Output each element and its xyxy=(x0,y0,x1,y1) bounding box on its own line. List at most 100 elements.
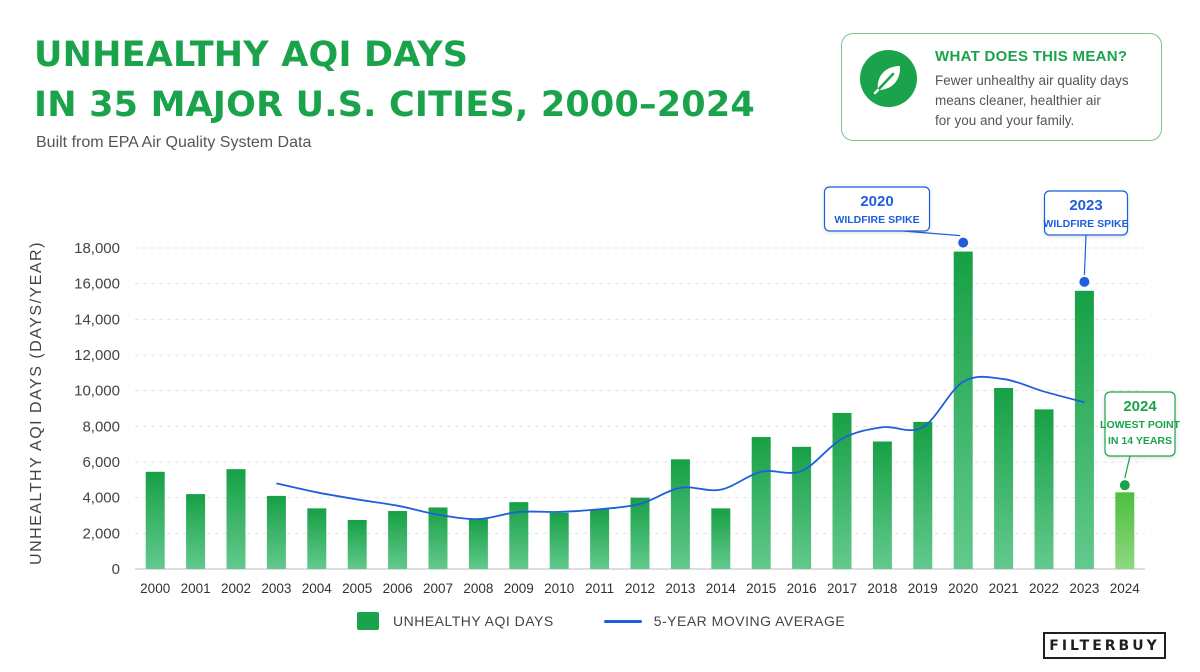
x-tick-label: 2017 xyxy=(827,581,857,596)
annotation-leader xyxy=(1083,234,1087,275)
bar xyxy=(307,508,327,569)
bar xyxy=(994,387,1014,569)
legend-line-swatch xyxy=(603,619,642,623)
info-body-line: for you and your family. xyxy=(935,113,1075,128)
x-tick-label: 2022 xyxy=(1029,581,1059,596)
x-tick-label: 2011 xyxy=(585,581,614,596)
x-tick-label: 2014 xyxy=(706,581,737,596)
bar xyxy=(549,512,569,569)
title-line-2: IN 35 MAJOR U.S. CITIES, 2000–2024 xyxy=(34,85,755,125)
bar xyxy=(872,441,892,569)
annotation-box xyxy=(1104,391,1176,457)
brand-logo: FILTERBUY xyxy=(1043,632,1166,659)
bar xyxy=(226,469,246,569)
bars xyxy=(145,251,1135,570)
bar xyxy=(751,437,771,569)
x-tick-label: 2020 xyxy=(948,581,978,596)
y-axis-ticks: 0 2,000 4,000 6,000 8,000 10,000 12,000 14,000 1… xyxy=(74,240,120,578)
y-tick-label: 18,000 xyxy=(74,240,120,257)
annotations: 2020 WILDFIRE SPIKE 2023 WILDFIRE SPIKE 2024… xyxy=(823,186,1181,491)
bar xyxy=(792,446,812,569)
bar xyxy=(590,509,610,569)
annotation-heading: 2020 xyxy=(860,193,893,210)
title-line-1: UNHEALTHY AQI DAYS xyxy=(34,35,469,75)
x-tick-label: 2010 xyxy=(544,581,574,596)
annotation-text: WILDFIRE SPIKE xyxy=(834,214,919,226)
x-tick-label: 2023 xyxy=(1069,581,1099,596)
y-tick-label: 2,000 xyxy=(82,525,120,542)
x-tick-label: 2009 xyxy=(504,581,534,596)
bar xyxy=(145,471,165,569)
x-tick-label: 2007 xyxy=(423,581,453,596)
bar xyxy=(266,495,286,569)
page-title: UNHEALTHY AQI DAYS IN 35 MAJOR U.S. CITI… xyxy=(34,30,755,130)
info-card: WHAT DOES THIS MEAN? Fewer unhealthy air… xyxy=(841,33,1162,141)
info-body-line: Fewer unhealthy air quality days xyxy=(935,73,1129,88)
bar-highlight xyxy=(1115,492,1135,569)
y-tick-label: 12,000 xyxy=(74,347,120,364)
x-tick-label: 2004 xyxy=(302,581,333,596)
annotation-heading: 2024 xyxy=(1123,398,1157,415)
y-tick-label: 14,000 xyxy=(74,311,120,328)
subtitle: Built from EPA Air Quality System Data xyxy=(36,134,312,151)
moving-average-line xyxy=(276,375,1085,520)
x-tick-label: 2024 xyxy=(1110,581,1141,596)
x-tick-label: 2021 xyxy=(989,581,1019,596)
x-tick-label: 2005 xyxy=(342,581,372,596)
x-tick-label: 2008 xyxy=(463,581,493,596)
bar xyxy=(428,507,448,569)
annotation-box xyxy=(1043,190,1129,236)
annotation-2020: 2020 WILDFIRE SPIKE xyxy=(823,186,969,248)
bar xyxy=(630,497,650,569)
x-tick-label: 2006 xyxy=(383,581,413,596)
bar xyxy=(1034,409,1054,569)
bar xyxy=(388,511,408,569)
y-tick-label: 10,000 xyxy=(74,383,120,400)
annotation-2023: 2023 WILDFIRE SPIKE xyxy=(1043,190,1129,287)
y-tick-label: 0 xyxy=(112,561,120,578)
info-heading: WHAT DOES THIS MEAN? xyxy=(935,48,1128,65)
annotation-text: WILDFIRE SPIKE xyxy=(1043,218,1128,230)
x-tick-label: 2003 xyxy=(261,581,291,596)
bar xyxy=(468,519,488,569)
x-tick-label: 2012 xyxy=(625,581,655,596)
legend-bar-label: UNHEALTHY AQI DAYS xyxy=(393,613,554,629)
bar xyxy=(953,251,973,570)
x-tick-label: 2013 xyxy=(665,581,695,596)
bar xyxy=(509,502,529,569)
bar xyxy=(711,508,731,569)
y-tick-label: 8,000 xyxy=(82,418,120,435)
annotation-dot xyxy=(958,237,969,248)
annotation-text: IN 14 YEARS xyxy=(1108,435,1172,447)
x-tick-label: 2015 xyxy=(746,581,776,596)
y-tick-label: 16,000 xyxy=(74,276,120,293)
x-axis-ticks: 2000 2001 2002 2003 2004 2005 2006 2007 2008 2009… xyxy=(140,581,1140,596)
y-tick-label: 4,000 xyxy=(82,490,120,507)
x-tick-label: 2016 xyxy=(787,581,817,596)
bar xyxy=(1074,290,1094,569)
bar xyxy=(913,421,933,569)
bar xyxy=(832,412,852,569)
x-tick-label: 2002 xyxy=(221,581,251,596)
info-body: Fewer unhealthy air quality days means c… xyxy=(935,71,1155,131)
legend: UNHEALTHY AQI DAYS 5-YEAR MOVING AVERAGE xyxy=(357,610,845,632)
legend-line-label: 5-YEAR MOVING AVERAGE xyxy=(653,613,846,629)
annotation-text: LOWEST POINT xyxy=(1100,419,1181,431)
annotation-heading: 2023 xyxy=(1069,197,1102,214)
y-tick-label: 6,000 xyxy=(82,454,120,471)
annotation-2024: 2024 LOWEST POINT IN 14 YEARS xyxy=(1100,391,1181,491)
annotation-dot xyxy=(1079,276,1090,287)
leaf-icon xyxy=(860,50,917,107)
x-tick-label: 2000 xyxy=(140,581,170,596)
info-body-line: means cleaner, healthier air xyxy=(935,93,1101,108)
legend-bar-swatch xyxy=(357,612,379,630)
annotation-box xyxy=(823,186,931,232)
x-tick-label: 2019 xyxy=(908,581,938,596)
x-tick-label: 2001 xyxy=(181,581,211,596)
x-tick-label: 2018 xyxy=(867,581,897,596)
moving-average xyxy=(276,375,1085,520)
annotation-leader xyxy=(902,230,961,237)
bar xyxy=(670,459,690,569)
bar xyxy=(347,519,367,569)
